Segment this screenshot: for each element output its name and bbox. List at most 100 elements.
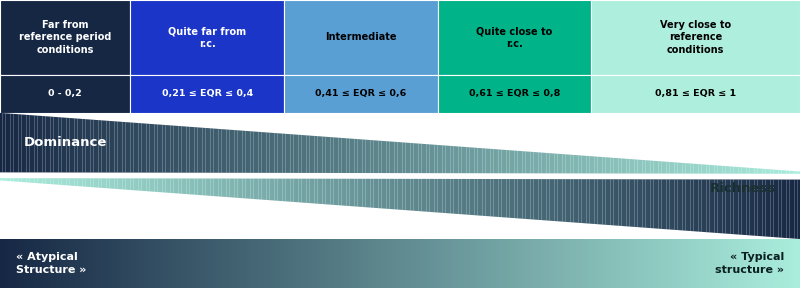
Bar <box>144 239 146 288</box>
Polygon shape <box>594 179 598 224</box>
Bar <box>242 239 246 288</box>
Polygon shape <box>10 178 14 181</box>
Polygon shape <box>336 179 338 205</box>
Polygon shape <box>768 169 770 174</box>
Polygon shape <box>322 179 326 204</box>
Bar <box>480 239 482 288</box>
Polygon shape <box>304 179 306 203</box>
Polygon shape <box>442 179 446 213</box>
Polygon shape <box>138 123 142 173</box>
Polygon shape <box>358 179 360 207</box>
Bar <box>376 239 378 288</box>
Bar <box>690 239 694 288</box>
Polygon shape <box>682 179 686 231</box>
Polygon shape <box>384 179 386 209</box>
Polygon shape <box>330 179 334 205</box>
Polygon shape <box>112 178 114 189</box>
Text: « Typical
structure »: « Typical structure » <box>715 252 784 275</box>
Bar <box>250 239 254 288</box>
Polygon shape <box>554 179 558 221</box>
Polygon shape <box>752 179 754 236</box>
Bar <box>282 239 286 288</box>
Bar <box>504 239 506 288</box>
Polygon shape <box>40 178 42 183</box>
Polygon shape <box>498 179 502 217</box>
Polygon shape <box>522 151 526 173</box>
Polygon shape <box>216 179 218 196</box>
Bar <box>312 239 314 288</box>
Bar <box>134 239 136 288</box>
Text: « Atypical
Structure »: « Atypical Structure » <box>16 252 86 275</box>
Polygon shape <box>750 168 752 174</box>
Polygon shape <box>296 134 298 173</box>
Polygon shape <box>726 179 728 234</box>
Polygon shape <box>526 151 528 173</box>
Bar <box>458 239 462 288</box>
Polygon shape <box>702 179 704 232</box>
Bar <box>472 239 474 288</box>
Polygon shape <box>230 130 232 173</box>
Polygon shape <box>542 153 544 173</box>
Polygon shape <box>416 143 418 173</box>
Polygon shape <box>410 143 414 173</box>
Polygon shape <box>600 157 602 173</box>
Bar <box>490 239 494 288</box>
Bar <box>574 239 576 288</box>
Polygon shape <box>776 179 778 238</box>
Bar <box>352 239 354 288</box>
Bar <box>398 239 400 288</box>
Polygon shape <box>784 179 786 238</box>
Polygon shape <box>386 179 390 209</box>
Polygon shape <box>598 179 600 224</box>
Polygon shape <box>440 179 442 213</box>
Polygon shape <box>242 131 246 173</box>
Polygon shape <box>178 179 182 194</box>
Polygon shape <box>400 142 402 173</box>
Bar <box>218 239 222 288</box>
Polygon shape <box>632 179 634 227</box>
Polygon shape <box>94 120 96 173</box>
Bar <box>704 239 706 288</box>
Polygon shape <box>152 178 154 192</box>
Polygon shape <box>194 127 198 173</box>
Polygon shape <box>512 179 514 218</box>
Polygon shape <box>528 179 530 219</box>
Polygon shape <box>398 179 400 210</box>
Polygon shape <box>294 134 296 173</box>
Polygon shape <box>248 131 250 173</box>
Polygon shape <box>494 179 496 217</box>
Polygon shape <box>782 170 784 174</box>
Polygon shape <box>430 179 432 212</box>
Polygon shape <box>622 179 624 226</box>
Polygon shape <box>334 137 336 173</box>
Text: 0,81 ≤ EQR ≤ 1: 0,81 ≤ EQR ≤ 1 <box>655 89 736 98</box>
Bar <box>48 239 50 288</box>
Polygon shape <box>72 118 74 173</box>
Polygon shape <box>198 127 200 173</box>
Bar <box>726 239 728 288</box>
Bar <box>664 239 666 288</box>
Polygon shape <box>470 179 472 215</box>
Bar <box>106 239 110 288</box>
Polygon shape <box>528 151 530 173</box>
Polygon shape <box>48 178 50 184</box>
Polygon shape <box>266 132 270 173</box>
Polygon shape <box>112 121 114 173</box>
Polygon shape <box>90 120 94 173</box>
Bar <box>622 239 624 288</box>
Polygon shape <box>18 114 22 173</box>
Polygon shape <box>408 179 410 211</box>
Bar <box>294 239 296 288</box>
Bar <box>24 239 26 288</box>
Polygon shape <box>166 179 168 193</box>
Bar <box>662 239 664 288</box>
Polygon shape <box>58 178 62 185</box>
Bar <box>32 239 34 288</box>
Polygon shape <box>792 179 794 239</box>
Polygon shape <box>418 179 422 211</box>
Bar <box>216 239 218 288</box>
Polygon shape <box>42 178 46 184</box>
Polygon shape <box>590 156 592 173</box>
Polygon shape <box>366 140 368 173</box>
Polygon shape <box>784 170 786 174</box>
